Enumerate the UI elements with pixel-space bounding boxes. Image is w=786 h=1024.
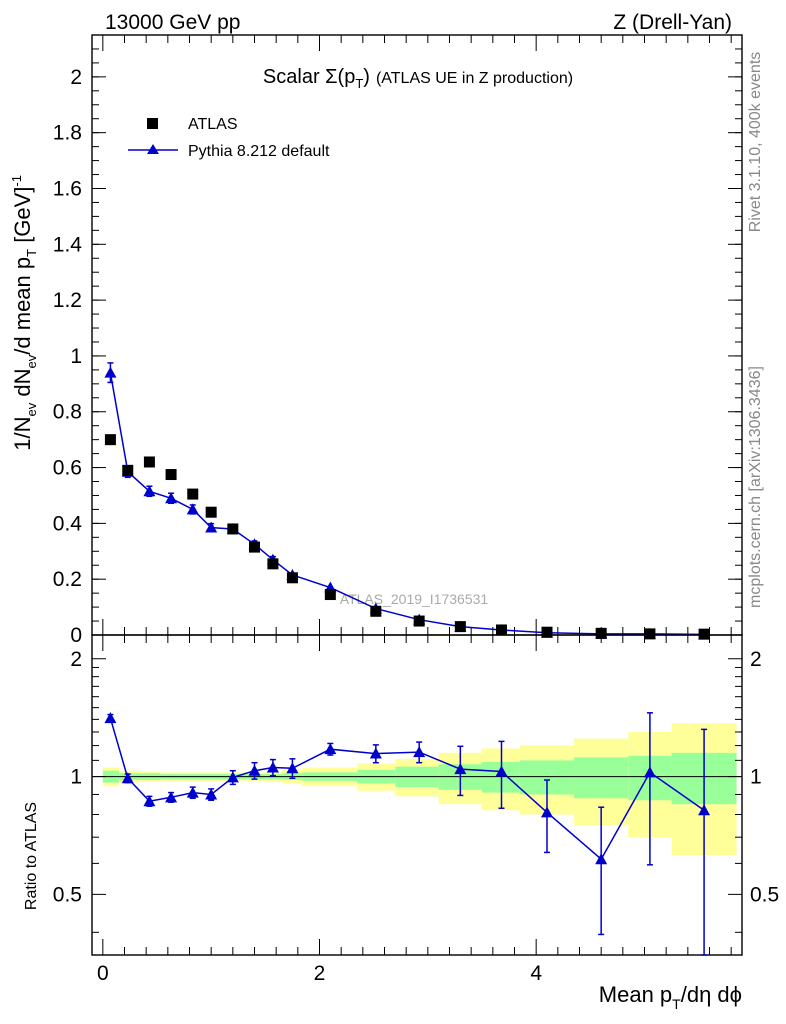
legend-label-atlas: ATLAS xyxy=(188,116,238,133)
atlas-data-point xyxy=(286,572,298,584)
ratio-mc-point xyxy=(595,853,608,865)
ratio-x-tick-labels: 0 2 4 xyxy=(97,962,542,985)
ratio-mc-point xyxy=(541,806,553,818)
legend-marker-atlas xyxy=(147,118,158,129)
main-axis-ticks xyxy=(92,34,742,636)
side-label-mcplots: mcplots.cern.ch [arXiv:1306.3436] xyxy=(747,366,764,608)
atlas-data-point xyxy=(249,541,260,553)
main-y-tick-label: 1.6 xyxy=(53,177,82,200)
ratio-y-tick-labels: 0.5 0.5 1 1 2 2 xyxy=(53,648,779,907)
ratio-mc-point xyxy=(143,795,156,807)
main-data-series xyxy=(104,434,710,640)
header-right: Z (Drell-Yan) xyxy=(613,11,732,34)
atlas-data-point xyxy=(541,626,553,638)
atlas-data-point xyxy=(205,506,217,518)
ratio-band-inner xyxy=(574,757,629,799)
atlas-data-point xyxy=(413,615,425,627)
mc-point xyxy=(165,492,178,504)
x-axis-label: Mean pT/dη dϕ xyxy=(599,982,742,1012)
ratio-mc-point xyxy=(165,791,178,803)
ratio-mc-point xyxy=(413,746,426,758)
main-y-tick-label: 0.4 xyxy=(53,512,83,535)
main-y-tick-label: 1.4 xyxy=(53,233,83,256)
mc-point xyxy=(104,366,117,378)
ratio-y-tick-label-right: 1 xyxy=(750,766,762,789)
legend-label-pythia: Pythia 8.212 default xyxy=(188,143,330,160)
ratio-mc-point xyxy=(121,772,134,784)
atlas-data-point xyxy=(267,558,279,570)
main-y-tick-label: 1 xyxy=(70,345,82,368)
chart-title: Scalar Σ(pT) (ATLAS UE in Z production) xyxy=(263,66,573,91)
atlas-data-point xyxy=(187,488,199,500)
main-y-tick-label: 0.8 xyxy=(53,401,82,424)
ratio-mc-point xyxy=(698,804,711,816)
ratio-mc-point xyxy=(454,763,467,775)
main-panel: 0 0.2 0.4 0.6 0.8 1 1.2 1.4 1.6 1.8 2 ATLAS_2019_I… xyxy=(9,34,743,647)
ratio-frame xyxy=(91,634,743,956)
main-y-tick-label: 0.2 xyxy=(53,568,82,591)
atlas-data-point xyxy=(595,627,607,639)
ratio-y-axis-label: Ratio to ATLAS xyxy=(23,802,40,910)
atlas-data-point xyxy=(122,464,134,476)
atlas-data-point xyxy=(143,456,155,468)
ratio-y-tick-label: 0.5 xyxy=(53,883,82,906)
ratio-mc-point xyxy=(226,771,239,783)
ratio-mc-point xyxy=(286,762,299,774)
mc-point xyxy=(143,485,156,497)
ratio-y-tick-label: 2 xyxy=(70,648,82,671)
mc-point xyxy=(186,503,199,515)
side-label-rivet: Rivet 3.1.10, 400k events xyxy=(747,52,764,233)
atlas-data-point xyxy=(165,469,177,481)
ratio-mc-point xyxy=(643,766,656,778)
ratio-mc-point xyxy=(205,788,218,800)
atlas-data-point xyxy=(644,628,656,640)
ratio-axis-ticks xyxy=(92,635,742,955)
ratio-y-tick-label: 1 xyxy=(70,766,82,789)
mc-point xyxy=(205,521,218,533)
atlas-data-point xyxy=(370,605,382,617)
ratio-mc-series xyxy=(104,712,711,956)
main-y-tick-labels: 0 0.2 0.4 0.6 0.8 1 1.2 1.4 1.6 1.8 2 xyxy=(53,66,83,647)
x-tick-label: 0 xyxy=(97,962,109,985)
ratio-mc-point xyxy=(104,712,117,724)
analysis-watermark: ATLAS_2019_I1736531 xyxy=(340,591,489,607)
legend-marker-pythia xyxy=(147,144,159,154)
legend: ATLAS Pythia 8.212 default xyxy=(128,116,330,160)
ratio-mc-point xyxy=(186,786,199,798)
atlas-data-point xyxy=(454,621,466,633)
atlas-data-point xyxy=(227,523,239,535)
ratio-mc-point xyxy=(324,743,337,755)
ratio-mc-point xyxy=(248,764,261,776)
x-tick-label: 4 xyxy=(530,962,542,985)
atlas-data-point xyxy=(698,628,710,640)
ratio-y-tick-label-right: 2 xyxy=(750,648,762,671)
main-y-tick-label: 0 xyxy=(70,624,82,647)
main-y-tick-label: 0.6 xyxy=(53,457,82,480)
main-y-tick-label: 2 xyxy=(70,66,82,89)
atlas-data-point xyxy=(324,589,336,601)
ratio-y-tick-label-right: 0.5 xyxy=(750,883,779,906)
main-y-tick-label: 1.8 xyxy=(53,122,82,145)
x-tick-label: 2 xyxy=(314,962,326,985)
ratio-mc-point xyxy=(369,747,382,759)
ratio-mc-point xyxy=(495,765,508,777)
main-y-axis-label: 1/Nev dNev/d mean pT [GeV]-1 xyxy=(9,175,39,451)
header-left: 13000 GeV pp xyxy=(105,11,240,34)
ratio-panel: 0.5 0.5 1 1 2 2 0 2 4 Ratio to ATLAS Mean pT/dη… xyxy=(23,634,779,1012)
atlas-data-point xyxy=(496,624,507,636)
atlas-data-point xyxy=(104,434,116,446)
main-y-tick-label: 1.2 xyxy=(53,289,82,312)
ratio-mc-point xyxy=(266,761,279,773)
